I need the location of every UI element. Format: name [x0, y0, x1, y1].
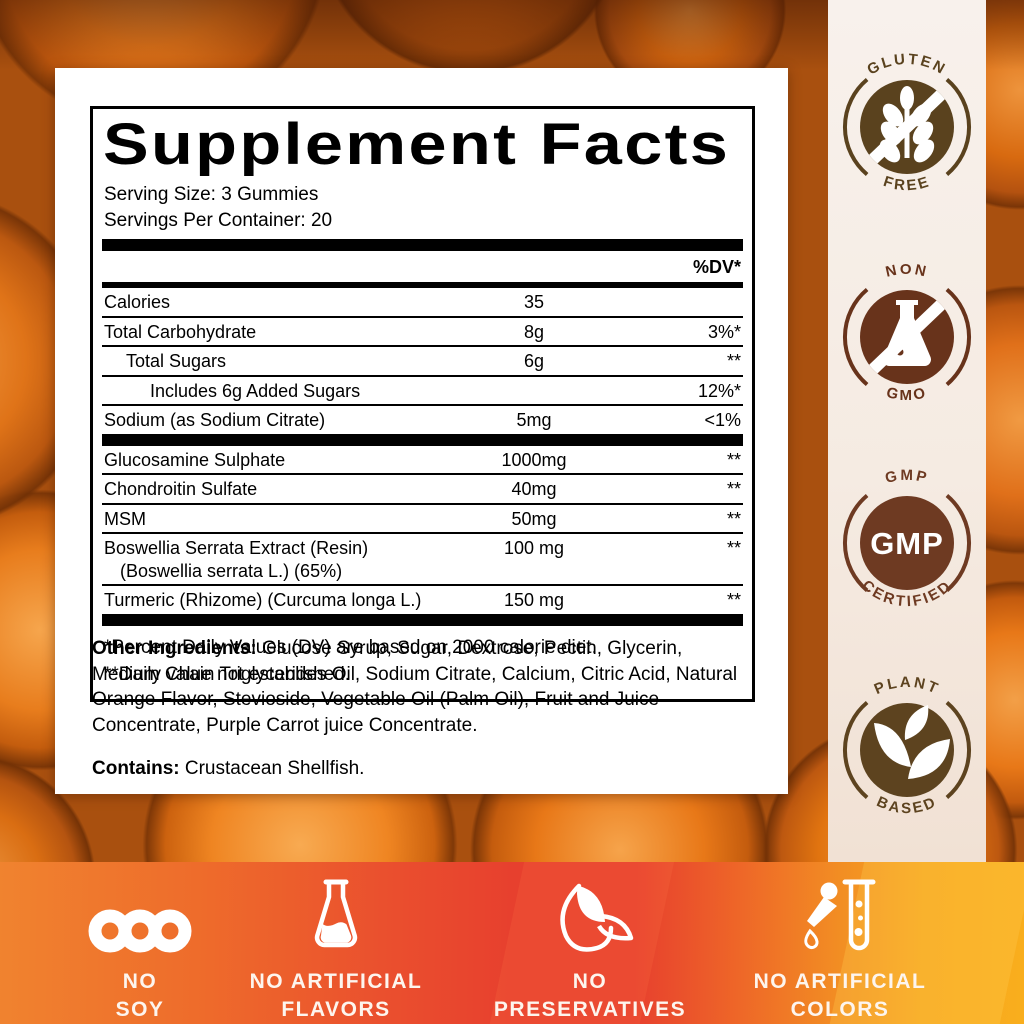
- nutrient-row-added-sugars: Includes 6g Added Sugars 12%*: [102, 377, 743, 407]
- claim-line1: NO ARTIFICIAL: [249, 970, 423, 993]
- claim-line2: PRESERVATIVES: [493, 997, 687, 1021]
- svg-text:BASED: BASED: [874, 793, 940, 817]
- supplement-facts-panel: Supplement Facts Serving Size: 3 Gummies…: [90, 106, 755, 702]
- other-ingredients-label: Other Ingredients:: [92, 638, 257, 659]
- leaf-icon: [560, 883, 634, 952]
- claim-no-artificial-flavors: NO ARTIFICIAL FLAVORS: [186, 872, 486, 1023]
- other-ingredients: Other Ingredients: Glucose Syrup, Sugar,…: [92, 638, 738, 736]
- slash-icon: [860, 291, 954, 383]
- claim-line1: NO: [122, 970, 158, 993]
- svg-text:PLANT: PLANT: [872, 675, 943, 698]
- nutrient-row-total-carbohydrate: Total Carbohydrate 8g 3%*: [102, 318, 743, 348]
- leaves-icon: [874, 705, 950, 779]
- contains-label: Contains:: [92, 757, 180, 779]
- divider-thick: [102, 613, 743, 626]
- contains-statement: Contains: Crustacean Shellfish.: [92, 757, 365, 779]
- claim-line1: NO ARTIFICIAL: [753, 970, 927, 993]
- soy-pod-icon: [88, 909, 192, 953]
- nutrient-row-calories: Calories 35: [102, 288, 743, 318]
- svg-text:GLUTEN: GLUTEN: [864, 52, 949, 79]
- svg-text:GMO: GMO: [885, 384, 930, 404]
- claim-no-soy: NO SOY: [0, 872, 290, 1023]
- nutrient-row-boswellia: Boswellia Serrata Extract (Resin) (Boswe…: [102, 534, 743, 587]
- badge-gluten-free: GLUTEN FREE: [843, 52, 971, 194]
- dropper-test-tube-icon: [804, 879, 876, 951]
- badge-non-gmo: NON GMO: [843, 262, 971, 404]
- nutrient-row-glucosamine: Glucosamine Sulphate 1000mg **: [102, 446, 743, 476]
- nutrient-row-total-sugars: Total Sugars 6g **: [102, 347, 743, 377]
- slash-icon: [860, 81, 954, 173]
- nutrient-row-msm: MSM 50mg **: [102, 505, 743, 535]
- svg-text:NON: NON: [884, 262, 930, 281]
- claim-line1: NO: [572, 970, 608, 993]
- divider-medium: [102, 282, 743, 289]
- claim-line2: COLORS: [790, 997, 890, 1021]
- nutrient-row-sodium: Sodium (as Sodium Citrate) 5mg <1%: [104, 410, 741, 431]
- serving-size: Serving Size: 3 Gummies: [104, 184, 319, 206]
- nutrient-row-turmeric: Turmeric (Rhizome) (Curcuma longa L.) 15…: [104, 590, 741, 611]
- servings-per-container: Servings Per Container: 20: [104, 209, 333, 231]
- claim-no-preservatives: NO PRESERVATIVES: [440, 872, 740, 1023]
- panel-title: Supplement Facts: [103, 112, 731, 177]
- dv-column-header: %DV*: [692, 257, 741, 278]
- badge-gmp-certified: GMP CERTIFIED GMP: [843, 468, 971, 610]
- footnote-not-established: **Daily value not established.: [104, 664, 351, 686]
- claim-no-artificial-colors: NO ARTIFICIAL COLORS: [690, 872, 990, 1023]
- svg-text:FREE: FREE: [881, 173, 933, 194]
- flask-icon: [314, 879, 358, 948]
- gmp-seal-text: GMP: [870, 526, 944, 561]
- claim-line2: SOY: [115, 997, 165, 1021]
- nutrient-row-chondroitin: Chondroitin Sulfate 40mg **: [102, 475, 743, 505]
- certification-strip: GLUTEN FREE NON GMO: [828, 0, 986, 862]
- svg-text:GMP: GMP: [884, 468, 931, 487]
- claim-line2: FLAVORS: [281, 997, 391, 1021]
- supplement-label-card: Supplement Facts Serving Size: 3 Gummies…: [55, 68, 788, 794]
- divider-thick: [102, 433, 743, 446]
- footnote-dv: *Percent Daily Values (DV) are based on …: [104, 636, 597, 658]
- divider-thick: [102, 239, 743, 252]
- claims-bar: NO SOY NO ARTIFICIAL FLAVORS NO PR: [0, 862, 1024, 1024]
- footnotes: *Percent Daily Values (DV) are based on …: [102, 626, 743, 691]
- badge-plant-based: PLANT BASED: [843, 675, 971, 817]
